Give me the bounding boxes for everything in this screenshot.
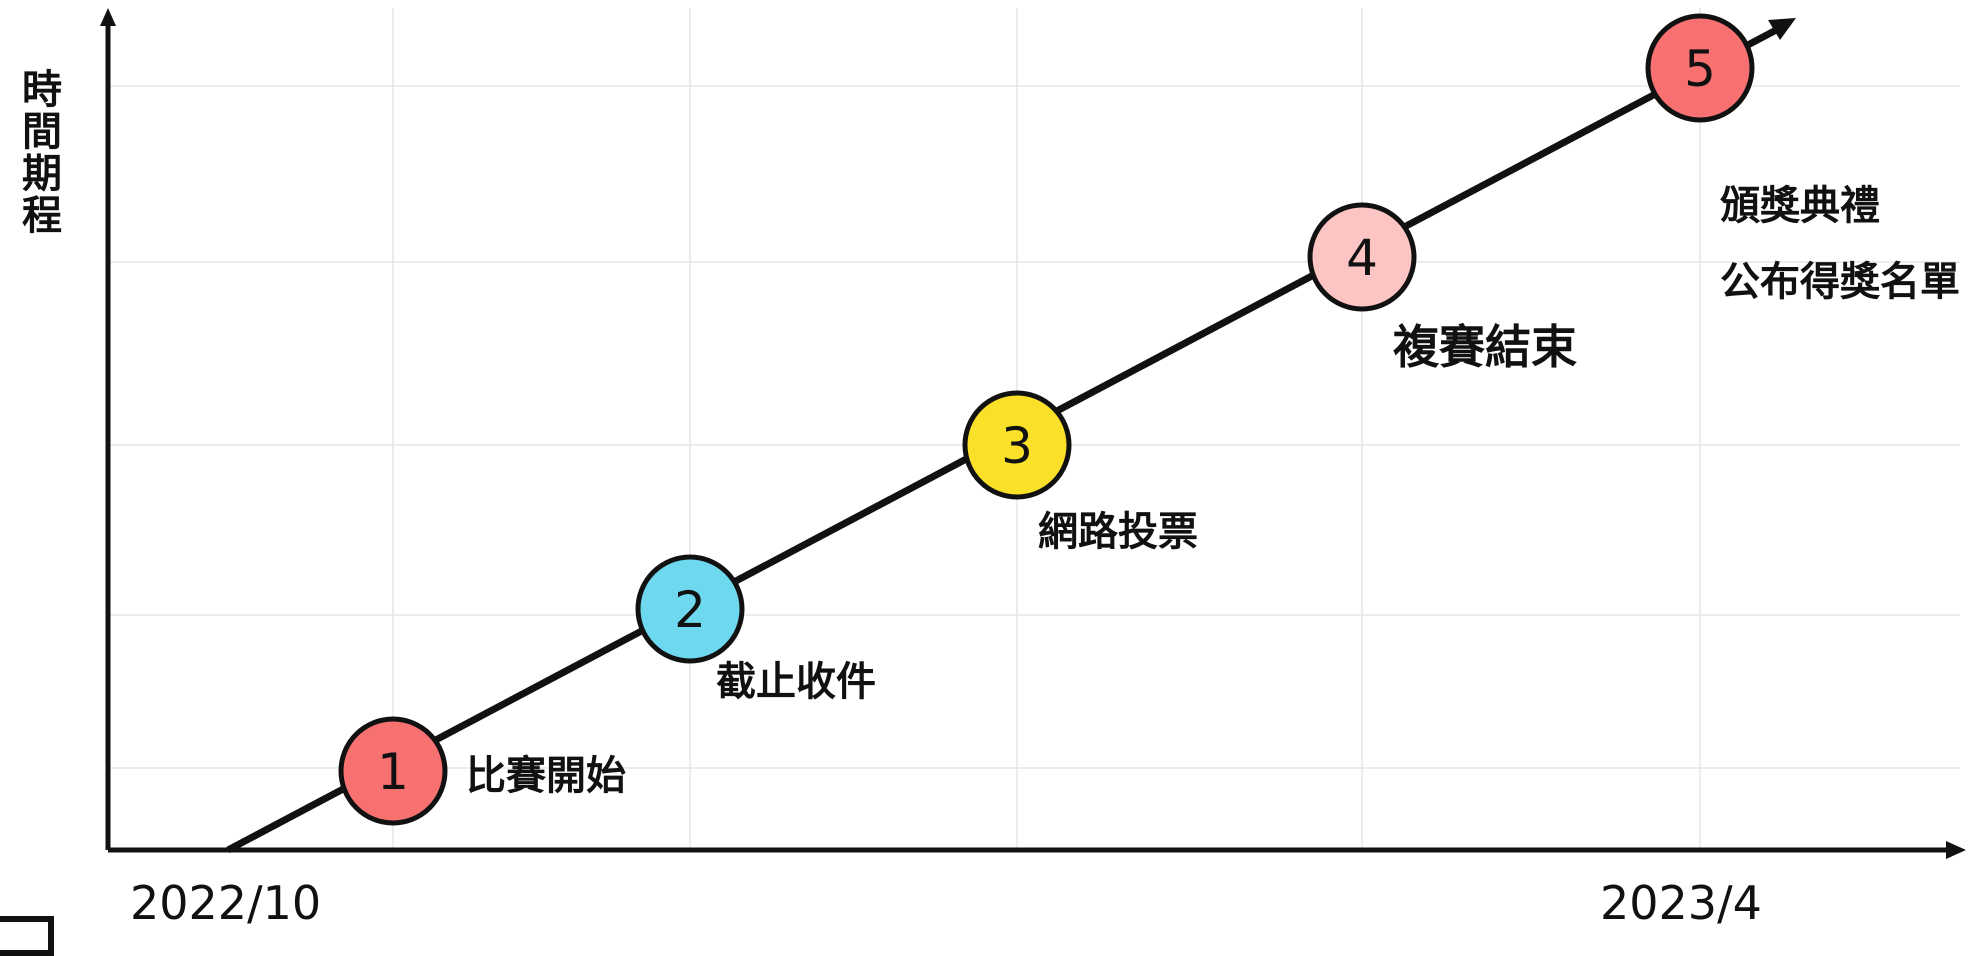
x-axis-end-date: 2023/4 bbox=[1600, 876, 1762, 930]
milestone-3-circle bbox=[962, 390, 1072, 500]
x-axis-start-date: 2022/10 bbox=[130, 876, 322, 930]
milestone-2-circle bbox=[635, 554, 745, 664]
milestone-4-circle bbox=[1307, 202, 1417, 312]
x-axis bbox=[108, 841, 1966, 859]
milestone-4-label: 複賽結束 bbox=[1393, 320, 1577, 374]
milestone-2-number: 2 bbox=[674, 581, 706, 639]
milestone-5-circle bbox=[1645, 13, 1755, 123]
y-axis-label: 時間期程 bbox=[15, 68, 61, 236]
y-axis bbox=[100, 8, 116, 850]
milestone-5-number: 5 bbox=[1684, 40, 1716, 98]
milestone-1-circle bbox=[338, 716, 448, 826]
milestone-3-number: 3 bbox=[1001, 417, 1033, 475]
milestone-3-label: 網路投票 bbox=[1038, 509, 1198, 555]
grid bbox=[108, 8, 1960, 850]
milestone-2-label: 截止收件 bbox=[716, 659, 876, 705]
milestone-4-number: 4 bbox=[1346, 229, 1378, 287]
milestone-5-label-line-2: 公布得獎名單 bbox=[1720, 259, 1960, 305]
timeline-diagram bbox=[100, 8, 1966, 859]
milestone-1-number: 1 bbox=[377, 743, 409, 801]
milestone-1-label: 比賽開始 bbox=[466, 753, 626, 799]
milestone-5-label-line-1: 頒獎典禮 bbox=[1720, 183, 1880, 229]
corner-box-fragment bbox=[0, 916, 54, 956]
milestones bbox=[338, 13, 1755, 826]
